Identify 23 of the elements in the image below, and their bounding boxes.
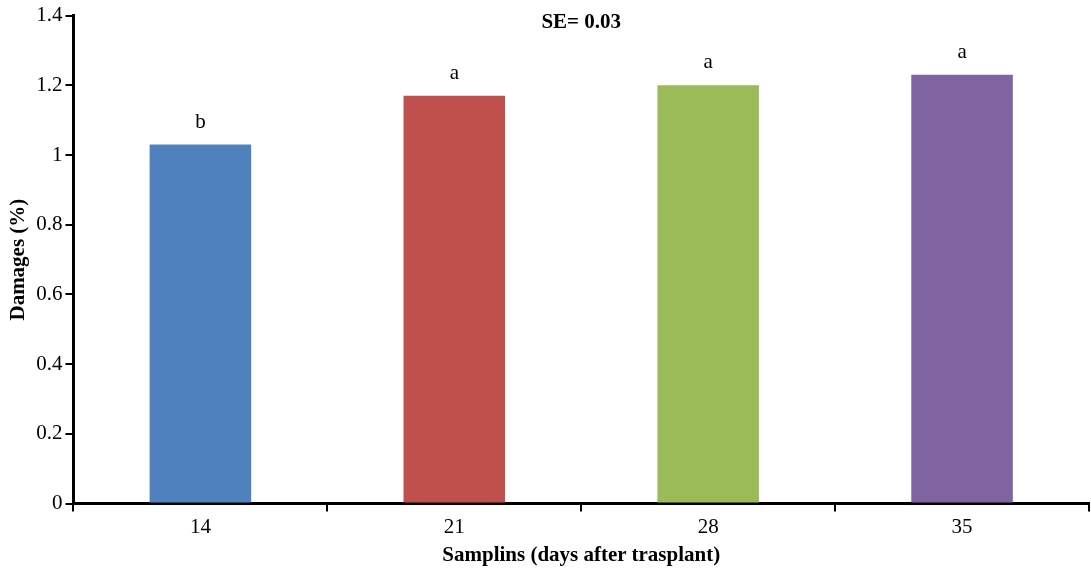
bar — [911, 74, 1013, 503]
x-tick-label: 28 — [697, 513, 719, 538]
x-tick-label: 14 — [189, 513, 212, 538]
y-tick-label: 0.4 — [36, 350, 63, 375]
bar — [149, 144, 252, 503]
y-tick-label: 1 — [51, 141, 63, 166]
annotation: b — [195, 108, 206, 133]
annotation: a — [703, 49, 714, 74]
annotation: a — [449, 59, 460, 84]
x-axis-title: Samplins (days after trasplant) — [442, 541, 721, 566]
y-tick-label: 1.2 — [36, 71, 63, 96]
y-tick-label: 0.2 — [36, 420, 63, 445]
y-tick-label: 0.8 — [36, 211, 63, 236]
y-axis-title: Damages (%) — [5, 198, 30, 321]
y-tick-label: 0 — [51, 490, 63, 515]
x-tick-label: 21 — [443, 513, 465, 538]
y-tick-label: 0.6 — [36, 280, 63, 305]
bar — [657, 85, 759, 503]
x-tick-label: 35 — [951, 513, 973, 538]
y-tick-label: 1.4 — [36, 2, 63, 27]
annotation: SE= 0.03 — [541, 8, 622, 33]
annotation: a — [957, 38, 968, 63]
bar — [403, 95, 506, 503]
